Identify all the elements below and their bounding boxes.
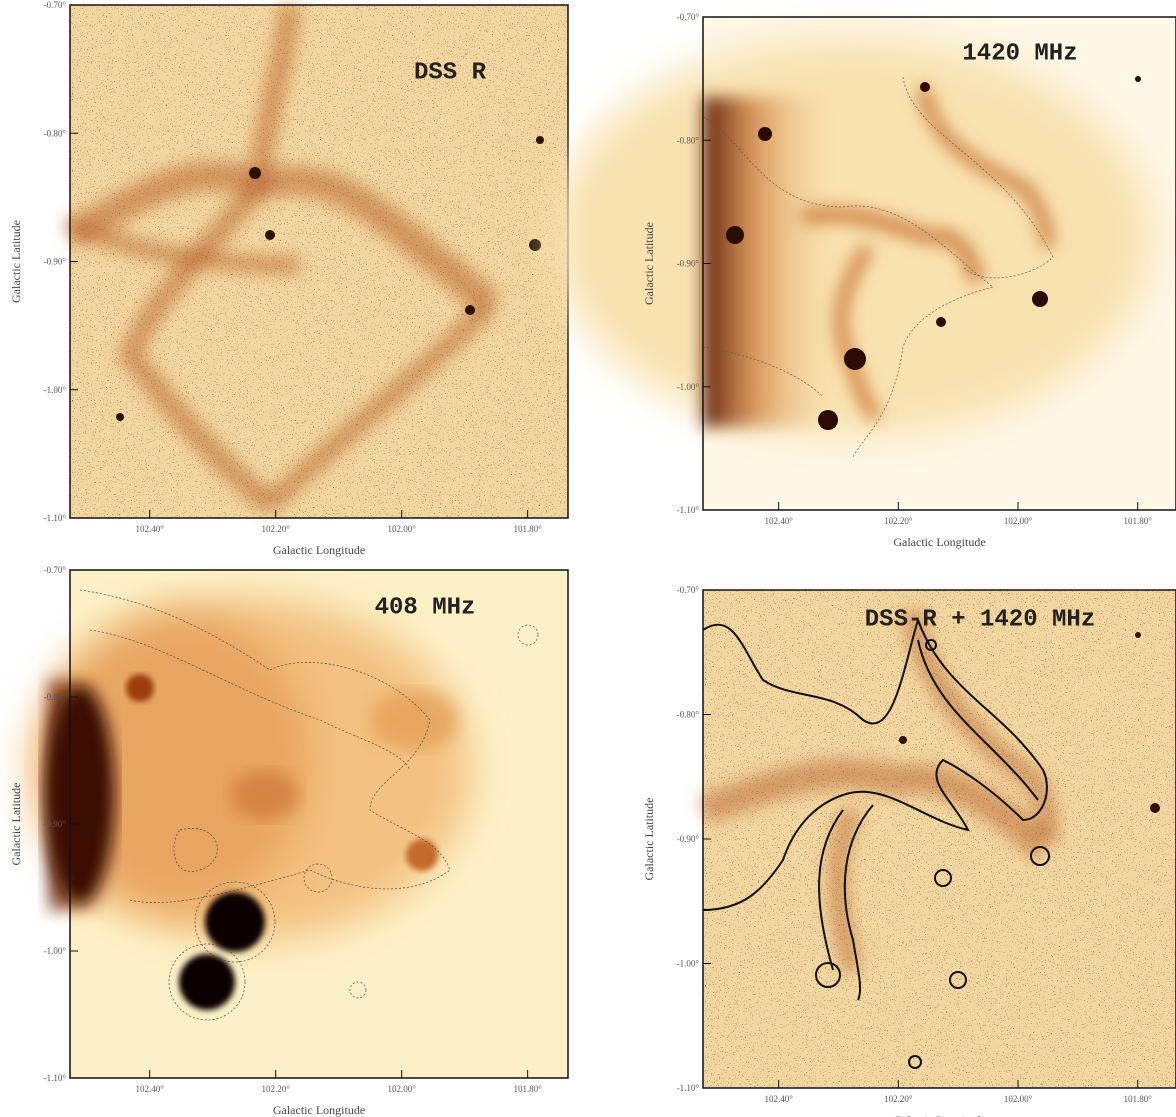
- x-tick-label: 102.00°: [1004, 1094, 1033, 1104]
- x-tick-label: 102.00°: [1004, 516, 1033, 526]
- x-tick-label: 101.80°: [1124, 1094, 1153, 1104]
- y-axis-label: Galactic Latitude: [9, 783, 23, 866]
- panel-title: 408 MHz: [375, 594, 476, 621]
- y-tick-label: -1.10°: [44, 1073, 67, 1083]
- y-tick-label: -0.70°: [677, 585, 700, 595]
- y-tick-label: -1.00°: [677, 959, 700, 969]
- panel-title: DSS-R + 1420 MHz: [865, 606, 1095, 633]
- y-tick-label: -0.80°: [44, 128, 67, 138]
- y-tick-label: -1.00°: [677, 382, 700, 392]
- y-tick-label: -1.10°: [677, 505, 700, 515]
- y-tick-label: -1.10°: [44, 513, 67, 523]
- x-tick-label: 102.20°: [261, 524, 290, 534]
- y-tick-label: -0.90°: [44, 257, 67, 267]
- y-tick-label: -1.00°: [44, 946, 67, 956]
- y-tick-label: -1.00°: [44, 385, 67, 395]
- x-tick-label: 101.80°: [1124, 516, 1153, 526]
- x-axis-label: Galactic Longitude: [893, 535, 985, 549]
- x-tick-label: 102.40°: [765, 1094, 794, 1104]
- y-tick-label: -0.70°: [44, 565, 67, 575]
- y-tick-label: -0.80°: [44, 692, 67, 702]
- x-axis-label: Galactic Longitude: [893, 1113, 985, 1117]
- x-axis-label: Galactic Longitude: [273, 1103, 365, 1117]
- x-tick-label: 101.80°: [513, 524, 542, 534]
- x-tick-label: 101.80°: [513, 1084, 542, 1094]
- y-tick-label: -0.70°: [44, 0, 67, 10]
- panel-title: DSS R: [414, 59, 487, 86]
- x-tick-label: 102.40°: [136, 524, 165, 534]
- y-axis-label: Galactic Latitude: [642, 798, 656, 881]
- x-tick-label: 102.00°: [387, 1084, 416, 1094]
- x-tick-label: 102.40°: [136, 1084, 165, 1094]
- x-tick-label: 102.20°: [884, 1094, 913, 1104]
- y-axis-label: Galactic Latitude: [9, 220, 23, 303]
- x-tick-label: 102.20°: [261, 1084, 290, 1094]
- x-tick-label: 102.40°: [765, 516, 794, 526]
- x-axis-label: Galactic Longitude: [273, 543, 365, 557]
- page: DSS R Galactic Longitude Galactic Latitude…: [0, 0, 1176, 1117]
- x-tick-label: 102.00°: [387, 524, 416, 534]
- y-tick-label: -0.90°: [44, 819, 67, 829]
- y-tick-label: -1.10°: [677, 1083, 700, 1093]
- y-tick-label: -0.80°: [677, 135, 700, 145]
- labels: DSS R Galactic Longitude Galactic Latitude…: [0, 0, 1176, 1117]
- panel-title: 1420 MHz: [962, 40, 1077, 67]
- y-axis-label: Galactic Latitude: [642, 222, 656, 305]
- y-tick-label: -0.90°: [677, 259, 700, 269]
- y-tick-label: -0.70°: [677, 12, 700, 22]
- y-tick-label: -0.90°: [677, 834, 700, 844]
- y-tick-label: -0.80°: [677, 710, 700, 720]
- x-tick-label: 102.20°: [884, 516, 913, 526]
